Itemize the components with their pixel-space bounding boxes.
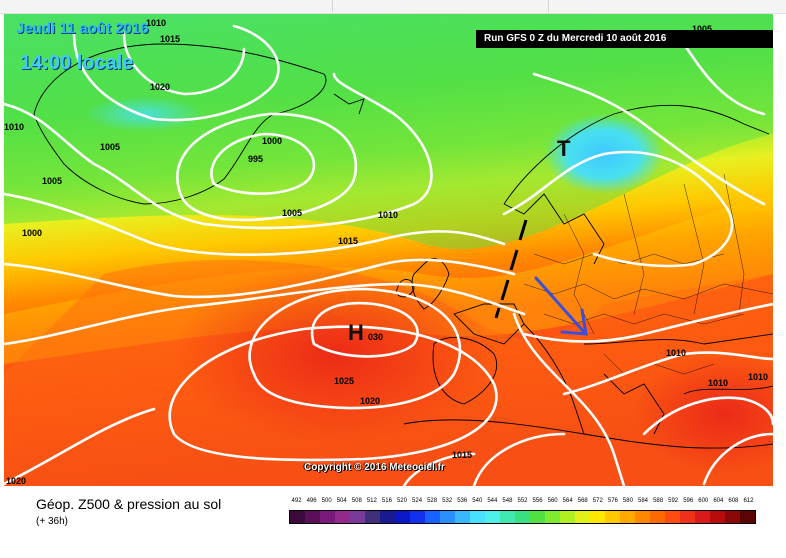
scale-swatch: [635, 511, 650, 523]
scale-tick: 516: [381, 498, 392, 504]
scale-tick: 580: [622, 498, 633, 504]
high-pressure-symbol: H: [348, 320, 364, 345]
scale-tick: 572: [592, 498, 603, 504]
run-info-banner: Run GFS 0 Z du Mercredi 10 août 2016: [476, 30, 773, 48]
scale-swatch: [605, 511, 620, 523]
scale-swatch: [410, 511, 425, 523]
local-time-label: 14:00 locale: [20, 52, 134, 74]
scale-tick: 520: [396, 498, 407, 504]
date-label: Jeudi 11 août 2016: [16, 20, 149, 37]
scale-swatch: [665, 511, 680, 523]
scale-tick: 544: [487, 498, 498, 504]
scale-swatch: [620, 511, 635, 523]
scale-swatch: [350, 511, 365, 523]
cold-pool-greenland: [84, 96, 204, 132]
isobars: [4, 24, 773, 486]
scale-tick: 592: [668, 498, 679, 504]
scale-tick: 608: [728, 498, 739, 504]
scale-tick: 560: [547, 498, 558, 504]
scale-swatch: [455, 511, 470, 523]
scale-tick: 532: [442, 498, 453, 504]
scale-tick: 588: [653, 498, 664, 504]
scale-swatch: [365, 511, 380, 523]
scale-swatch: [650, 511, 665, 523]
scale-tick: 548: [502, 498, 513, 504]
scale-tick: 604: [713, 498, 724, 504]
tab-divider: [332, 0, 333, 12]
product-title: Géop. Z500 & pression au sol: [36, 496, 222, 512]
scale-swatch: [530, 511, 545, 523]
forecast-hour-label: (+ 36h): [36, 516, 68, 527]
scale-swatch: [515, 511, 530, 523]
scale-swatch: [560, 511, 575, 523]
scale-tick: 568: [577, 498, 588, 504]
scale-swatch: [680, 511, 695, 523]
scale-tick: 496: [306, 498, 317, 504]
scale-swatch: [485, 511, 500, 523]
scale-tick: 528: [427, 498, 438, 504]
scale-tick: 596: [683, 498, 694, 504]
scale-swatch: [710, 511, 725, 523]
coastlines: [33, 43, 773, 449]
color-scale-bar: [289, 510, 756, 524]
scale-swatch: [335, 511, 350, 523]
scale-tick: 492: [291, 498, 302, 504]
scale-tick: 500: [321, 498, 332, 504]
trough-axis-dashed: [494, 219, 528, 319]
low-pressure-symbol: T: [557, 136, 571, 161]
scale-swatch: [545, 511, 560, 523]
scale-swatch: [500, 511, 515, 523]
scale-tick: 600: [698, 498, 709, 504]
scale-swatch: [440, 511, 455, 523]
scale-swatch: [590, 511, 605, 523]
scale-tick: 584: [638, 498, 649, 504]
scale-tick: 556: [532, 498, 543, 504]
browser-top-strip: [0, 0, 786, 14]
scale-tick: 612: [743, 498, 754, 504]
right-margin: [773, 14, 786, 486]
scale-swatch: [695, 511, 710, 523]
scale-swatch: [320, 511, 335, 523]
scale-tick: 576: [607, 498, 618, 504]
flow-arrow: [534, 276, 588, 336]
legend-footer: Géop. Z500 & pression au sol (+ 36h) 492…: [0, 486, 786, 558]
scale-swatch: [470, 511, 485, 523]
scale-swatch: [575, 511, 590, 523]
scale-swatch: [290, 511, 305, 523]
scale-tick: 552: [517, 498, 528, 504]
scale-tick: 536: [457, 498, 468, 504]
scale-swatch: [725, 511, 740, 523]
scale-swatch: [305, 511, 320, 523]
scale-swatch: [380, 511, 395, 523]
tab-divider: [548, 0, 549, 12]
weather-map: [4, 14, 773, 486]
scale-tick-labels: 492 496 500 504 508 512 516 520 524 528 532 536 540 5…: [287, 498, 757, 508]
scale-swatch: [740, 511, 755, 523]
scale-tick: 524: [412, 498, 423, 504]
scale-tick: 508: [351, 498, 362, 504]
scale-tick: 504: [336, 498, 347, 504]
scale-swatch: [395, 511, 410, 523]
scale-tick: 512: [366, 498, 377, 504]
scale-tick: 564: [562, 498, 573, 504]
scale-swatch: [425, 511, 440, 523]
copyright-label: Copyright © 2016 Meteociel.fr: [304, 462, 445, 473]
scale-tick: 540: [472, 498, 483, 504]
